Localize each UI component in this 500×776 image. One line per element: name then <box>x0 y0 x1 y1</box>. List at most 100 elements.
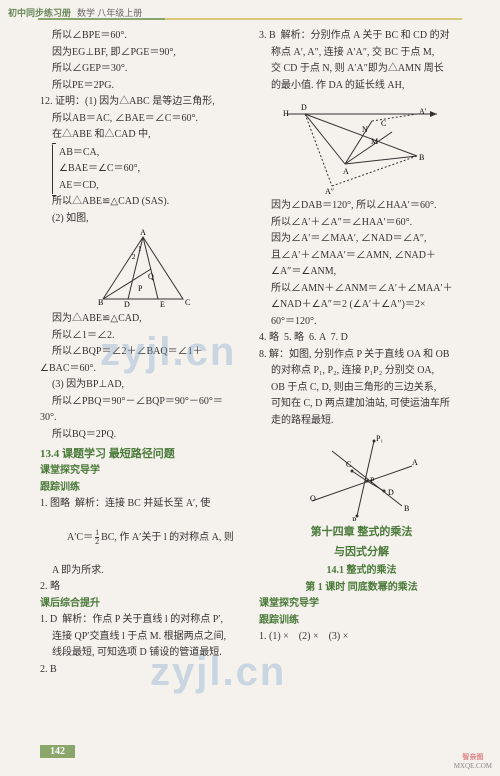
text-line: ∠NAD＋∠A″＝2 (∠A′＋∠A″)＝2× <box>259 297 464 314</box>
svg-text:A′: A′ <box>419 107 427 116</box>
source-logo: 智亲图 MXQE.COM <box>454 752 492 770</box>
svg-text:C: C <box>346 460 351 469</box>
text-fragment: A′C＝ <box>67 532 93 543</box>
text-line: 所以∠A′＋∠A″＝∠HAA′＝60°. <box>259 215 464 232</box>
text-line: 1. 图略 解析：连接 BC 并延长至 A′, 使 <box>40 496 245 513</box>
svg-text:Q: Q <box>148 272 154 281</box>
text-line: 在△ABE 和△CAD 中, <box>40 127 245 144</box>
svg-text:D: D <box>124 300 130 309</box>
text-line: 所以∠BQP＝∠2＋∠BAQ＝∠1＋ <box>40 344 245 361</box>
svg-text:N: N <box>362 125 368 134</box>
header-divider <box>38 18 462 20</box>
text-line: A′C＝12BC, 作 A′关于 l 的对称点 A, 则 <box>40 513 245 563</box>
sub-heading: 课后综合提升 <box>40 596 245 613</box>
text-line: 因为∠A′＝∠MAA′, ∠NAD＝∠A″, <box>259 231 464 248</box>
svg-text:P₂: P₂ <box>352 516 359 521</box>
svg-text:B: B <box>419 153 424 162</box>
svg-text:H: H <box>283 109 289 118</box>
page-number: 142 <box>40 745 75 758</box>
text-line: (3) 因为BP⊥AD, <box>40 377 245 394</box>
sub-heading: 跟踪训练 <box>40 480 245 497</box>
sub-heading: 课堂探究导学 <box>40 463 245 480</box>
chapter-title: 第十四章 整式的乘法 <box>259 523 464 541</box>
text-line: 60°＝120°. <box>259 314 464 331</box>
svg-text:2: 2 <box>132 253 136 261</box>
text-line: 所以∠AMN＋∠ANM＝∠A′＋∠MAA′＋ <box>259 281 464 298</box>
sub-heading: 课堂探究导学 <box>259 596 464 613</box>
subject: 数学 <box>77 6 95 19</box>
text-line: 3. B 解析：分别作点 A 关于 BC 和 CD 的对 <box>259 28 464 45</box>
page-body: 所以∠BPE＝60°. 因为EG⊥BF, 即∠PGE＝90°, 所以∠GEP＝3… <box>0 24 500 744</box>
text-line: 所以∠1＝∠2. <box>40 328 245 345</box>
text-line: 2. 略 <box>40 579 245 596</box>
text-line: 可知在 C, D 两点建加油站, 可使运油车所 <box>259 396 464 413</box>
svg-text:B: B <box>98 298 103 307</box>
text-line: 走的路程最短. <box>259 413 464 430</box>
equation-group: AB＝CA, ∠BAE＝∠C＝60°, AE＝CD, <box>52 144 245 195</box>
text-line: 4. 略 5. 略 6. A 7. D <box>259 330 464 347</box>
text-line: 因为EG⊥BF, 即∠PGE＝90°, <box>40 45 245 62</box>
svg-text:M: M <box>371 137 378 146</box>
logo-bottom: MXQE.COM <box>454 762 492 770</box>
text-line: 因为△ABE≌△CAD, <box>40 311 245 328</box>
text-line: 所以AB＝AC, ∠BAE＝∠C＝60°. <box>40 111 245 128</box>
sub-heading: 跟踪训练 <box>259 613 464 630</box>
text-line: 所以BQ＝2PQ. <box>40 427 245 444</box>
triangle-figure-1: A B C D E Q P 1 2 <box>88 229 198 309</box>
text-line: 连接 QP′交直线 l 于点 M. 根据两点之间, <box>40 629 245 646</box>
left-column: 所以∠BPE＝60°. 因为EG⊥BF, 即∠PGE＝90°, 所以∠GEP＝3… <box>40 28 245 744</box>
text-line: 2. B <box>40 662 245 679</box>
text-line: 12. 证明：(1) 因为△ABC 是等边三角形, <box>40 94 245 111</box>
text-line: ∠BAE＝∠C＝60°, <box>59 161 245 178</box>
chapter-title: 与因式分解 <box>259 543 464 561</box>
text-line: 线段最短, 可知选项 D 铺设的管道最短. <box>40 645 245 662</box>
text-line: OB 于点 C, D, 则由三角形的三边关系, <box>259 380 464 397</box>
text-line: 30°. <box>40 410 245 427</box>
svg-text:1: 1 <box>138 245 142 253</box>
geometry-figure-3: P₁ P₂ P C D A B O <box>302 431 422 521</box>
svg-text:A″: A″ <box>325 187 334 196</box>
right-column: 3. B 解析：分别作点 A 关于 BC 和 CD 的对 称点 A′, A″, … <box>259 28 464 744</box>
svg-text:C: C <box>381 119 386 128</box>
geometry-figure-2: H D A B A′ A″ M N C <box>277 96 447 196</box>
text-line: (2) 如图, <box>40 211 245 228</box>
text-line: 8. 解：如图, 分别作点 P 关于直线 OA 和 OB <box>259 347 464 364</box>
book-title: 初中同步练习册 <box>8 6 71 19</box>
text-line: 所以∠PBQ＝90°－∠BQP＝90°－60°＝ <box>40 394 245 411</box>
text-line: 1. D 解析：作点 P 关于直线 l 的对称点 P′, <box>40 612 245 629</box>
grade: 八年级上册 <box>97 6 142 19</box>
text-line: A 即为所求. <box>40 563 245 580</box>
text-fragment: BC, 作 A′关于 l 的对称点 A, 则 <box>101 532 234 543</box>
section-title: 14.1 整式的乘法 <box>259 563 464 580</box>
svg-text:P: P <box>138 284 143 293</box>
text-line: ∠BAC＝60°. <box>40 361 245 378</box>
text-line: 所以∠BPE＝60°. <box>40 28 245 45</box>
svg-text:A: A <box>412 458 418 467</box>
text-line: 所以PE＝2PG. <box>40 78 245 95</box>
text-line: 的最小值. 作 DA 的延长线 AH, <box>259 78 464 95</box>
text-line: ∠A″＝∠ANM, <box>259 264 464 281</box>
svg-text:P: P <box>370 476 375 485</box>
text-line: 且∠A′＋∠MAA′＝∠AMN, ∠NAD＋ <box>259 248 464 265</box>
text-line: 1. (1) × (2) × (3) × <box>259 629 464 646</box>
svg-text:B: B <box>404 504 409 513</box>
section-title: 13.4 课题学习 最短路径问题 <box>40 445 245 463</box>
svg-text:O: O <box>310 494 316 503</box>
text-line: 称点 A′, A″, 连接 A′A″, 交 BC 于点 M, <box>259 45 464 62</box>
text-line: 的对称点 P₁, P₂, 连接 P₁P₂ 分别交 OA, <box>259 363 464 380</box>
page-header: 初中同步练习册 数学 八年级上册 <box>0 0 500 24</box>
svg-text:A: A <box>140 229 146 237</box>
text-line: 所以∠GEP＝30°. <box>40 61 245 78</box>
logo-top: 智亲图 <box>454 752 492 762</box>
svg-text:P₁: P₁ <box>376 434 383 443</box>
text-line: AB＝CA, <box>59 145 245 162</box>
svg-text:C: C <box>185 298 190 307</box>
text-line: AE＝CD, <box>59 178 245 195</box>
svg-text:E: E <box>160 300 165 309</box>
sub-heading: 第 1 课时 同底数幂的乘法 <box>259 580 464 597</box>
text-line: 所以△ABE≌△CAD (SAS). <box>40 194 245 211</box>
svg-text:D: D <box>301 103 307 112</box>
svg-text:D: D <box>388 488 394 497</box>
text-line: 因为∠DAB＝120°, 所以∠HAA′＝60°. <box>259 198 464 215</box>
svg-text:A: A <box>343 167 349 176</box>
